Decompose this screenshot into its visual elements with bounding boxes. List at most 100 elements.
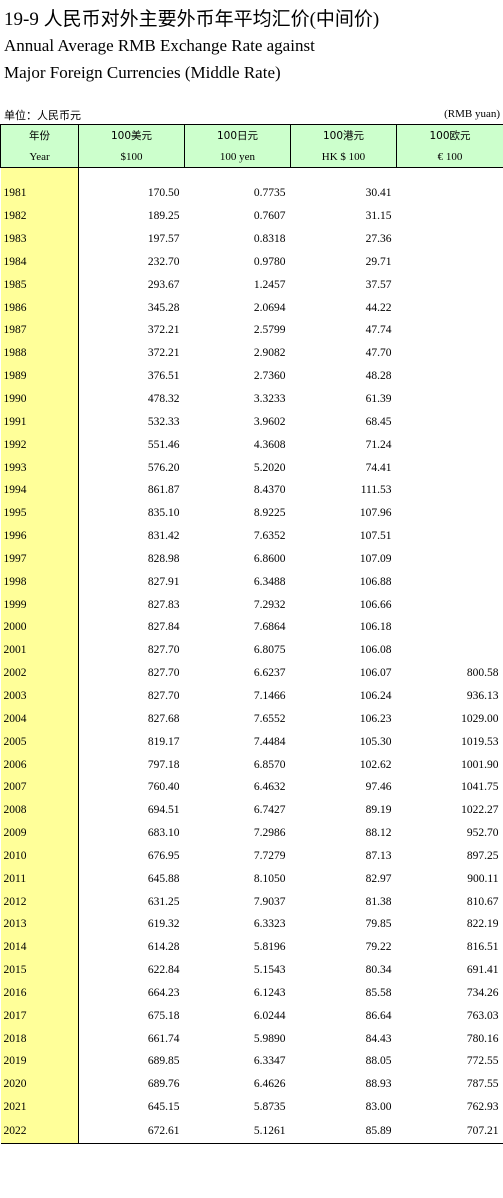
cell-eur [397,319,503,342]
header-hkd-en: HK $ 100 [290,146,397,168]
cell-jpy: 5.1261 [184,1118,291,1144]
table-row: 1984 232.70 0.9780 29.71 [0,250,503,274]
table-row: 2022 672.61 5.1261 85.89 707.21 [0,1118,503,1144]
cell-year: 2002 [0,661,79,685]
cell-jpy: 6.0244 [253,1009,286,1022]
cell-jpy: 7.6552 [253,712,286,725]
cell-hkd: 44.22 [365,301,392,314]
header-hkd-cn: 100港元 [290,124,397,146]
cell-year: 1986 [0,296,79,320]
cell-eur [397,570,503,593]
cell-jpy: 5.8735 [253,1101,286,1114]
cell-jpy: 6.1243 [253,986,286,999]
cell-jpy: 6.6237 [253,667,286,680]
cell-year: 2021 [0,1095,79,1119]
cell-jpy: 3.9602 [253,415,286,428]
table-row: 1994 861.87 8.4370 111.53 [0,478,503,502]
cell-usd: 694.51 [147,804,180,817]
cell-usd: 532.33 [147,415,180,428]
cell-eur [397,273,503,296]
cell-eur [397,456,503,479]
table-row: 2000 827.84 7.6864 106.18 [0,616,503,639]
cell-eur: 822.19 [466,918,499,931]
cell-jpy: 6.4632 [253,781,286,794]
cell-year: 2013 [0,913,79,936]
cell-year: 2020 [0,1072,79,1096]
table-row: 2017 675.18 6.0244 86.64 763.03 [0,1004,503,1028]
unit-label-en: (RMB yuan) [444,108,500,120]
cell-usd: 372.21 [147,324,180,337]
cell-jpy: 4.3608 [253,438,286,451]
cell-hkd: 61.39 [365,393,392,406]
table-row: 2016 664.23 6.1243 85.58 734.26 [0,981,503,1005]
table-row: 2011 645.88 8.1050 82.97 900.11 [0,867,503,891]
cell-hkd: 111.53 [360,484,392,497]
cell-eur: 897.25 [466,849,499,862]
header-row-cn: 年份 100美元 100日元 100港元 100欧元 [0,124,503,146]
cell-jpy: 7.9037 [253,895,286,908]
cell-year: 2008 [0,798,79,822]
table-row: 2003 827.70 7.1466 106.24 936.13 [0,684,503,708]
cell-jpy: 0.9780 [253,255,286,268]
cell-hkd: 106.07 [359,667,392,680]
cell-eur: 936.13 [466,689,499,702]
cell-year: 2007 [0,775,79,799]
cell-hkd: 81.38 [365,895,392,908]
cell-usd: 819.17 [147,735,180,748]
cell-usd: 835.10 [147,507,180,520]
table-row: 2002 827.70 6.6237 106.07 800.58 [0,661,503,685]
cell-jpy: 6.3347 [253,1055,286,1068]
cell-year: 2009 [0,821,79,845]
cell-hkd: 27.36 [365,233,392,246]
table-row: 1981 170.50 0.7735 30.41 [0,182,503,205]
header-usd-cn: 100美元 [78,124,185,146]
cell-year: 1995 [0,501,79,525]
cell-year: 1996 [0,524,79,548]
cell-jpy: 5.9890 [253,1032,286,1045]
cell-usd: 376.51 [147,370,180,383]
cell-eur [397,525,503,548]
cell-eur: 763.03 [466,1009,499,1022]
cell-year: 2022 [0,1118,79,1144]
cell-hkd: 79.85 [365,918,392,931]
cell-year: 1992 [0,433,79,457]
cell-jpy: 7.7279 [253,849,286,862]
cell-eur: 691.41 [466,964,499,977]
cell-eur: 772.55 [466,1055,499,1068]
cell-hkd: 106.08 [359,644,392,657]
cell-year: 2006 [0,753,79,776]
cell-eur: 800.58 [466,667,499,680]
cell-jpy: 6.3488 [253,575,286,588]
cell-usd: 576.20 [147,461,180,474]
header-year-en: Year [0,146,79,168]
cell-eur: 816.51 [466,941,499,954]
cell-hkd: 31.15 [365,210,392,223]
cell-year: 2017 [0,1004,79,1028]
header-year-cn: 年份 [0,124,79,146]
cell-year: 1987 [0,319,79,342]
cell-year: 1982 [0,204,79,228]
page-title-en-line1: Annual Average RMB Exchange Rate against [4,36,315,55]
spacer-row [0,167,503,182]
cell-hkd: 88.05 [365,1055,392,1068]
cell-jpy: 5.1543 [253,964,286,977]
cell-jpy: 6.8075 [253,644,286,657]
table-row: 1995 835.10 8.9225 107.96 [0,501,503,525]
cell-year: 2005 [0,730,79,754]
cell-eur: 762.93 [466,1101,499,1114]
cell-year: 2019 [0,1050,79,1073]
table-row: 2014 614.28 5.8196 79.22 816.51 [0,935,503,959]
cell-usd: 551.46 [147,438,180,451]
cell-jpy: 7.2986 [253,827,286,840]
cell-jpy: 2.9082 [253,347,286,360]
cell-year: 2011 [0,867,79,891]
table-row: 2021 645.15 5.8735 83.00 762.93 [0,1095,503,1119]
cell-eur: 1019.53 [461,735,499,748]
cell-year: 2000 [0,616,79,639]
cell-year: 1994 [0,478,79,502]
cell-year: 2014 [0,935,79,959]
cell-hkd: 68.45 [365,415,392,428]
table-row: 1989 376.51 2.7360 48.28 [0,364,503,388]
cell-year: 1990 [0,387,79,411]
cell-usd: 619.32 [147,918,180,931]
